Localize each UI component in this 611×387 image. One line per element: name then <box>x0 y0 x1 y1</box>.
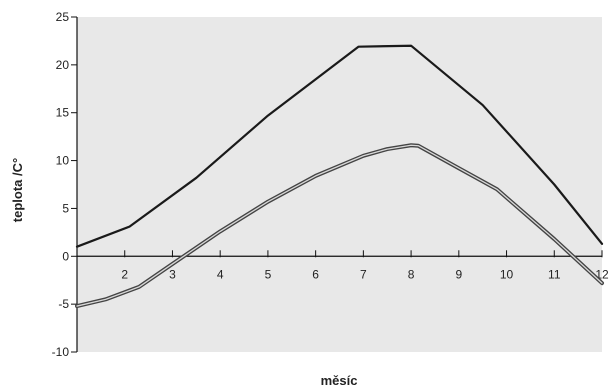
y-tick-label: 20 <box>56 58 70 72</box>
plot-area <box>77 17 602 352</box>
x-tick-label: 7 <box>360 267 367 281</box>
y-tick-label: 25 <box>56 10 70 24</box>
y-axis-ticks: -10 -5 0 5 10 15 20 25 <box>52 10 77 359</box>
x-tick-label: 2 <box>121 267 128 281</box>
series-line-2-inner <box>76 144 603 307</box>
x-tick-label: 5 <box>265 267 272 281</box>
y-tick-label: -5 <box>58 297 69 311</box>
series-layer <box>75 44 604 309</box>
x-tick-label: 10 <box>500 267 514 281</box>
series-line-1 <box>75 44 604 248</box>
x-tick-label: 4 <box>217 267 224 281</box>
x-axis-title: měsíc <box>321 373 358 387</box>
y-tick-label: 5 <box>62 201 69 215</box>
y-tick-label: -10 <box>52 345 70 359</box>
y-tick-label: 15 <box>56 106 70 120</box>
y-tick-label: 10 <box>56 154 70 168</box>
x-tick-label: 6 <box>312 267 319 281</box>
y-tick-label: 0 <box>62 249 69 263</box>
y-axis-title: teplota /C° <box>10 158 25 222</box>
x-tick-label: 9 <box>455 267 462 281</box>
x-tick-label: 8 <box>408 267 415 281</box>
x-tick-label: 3 <box>169 267 176 281</box>
x-tick-label: 11 <box>548 267 561 281</box>
